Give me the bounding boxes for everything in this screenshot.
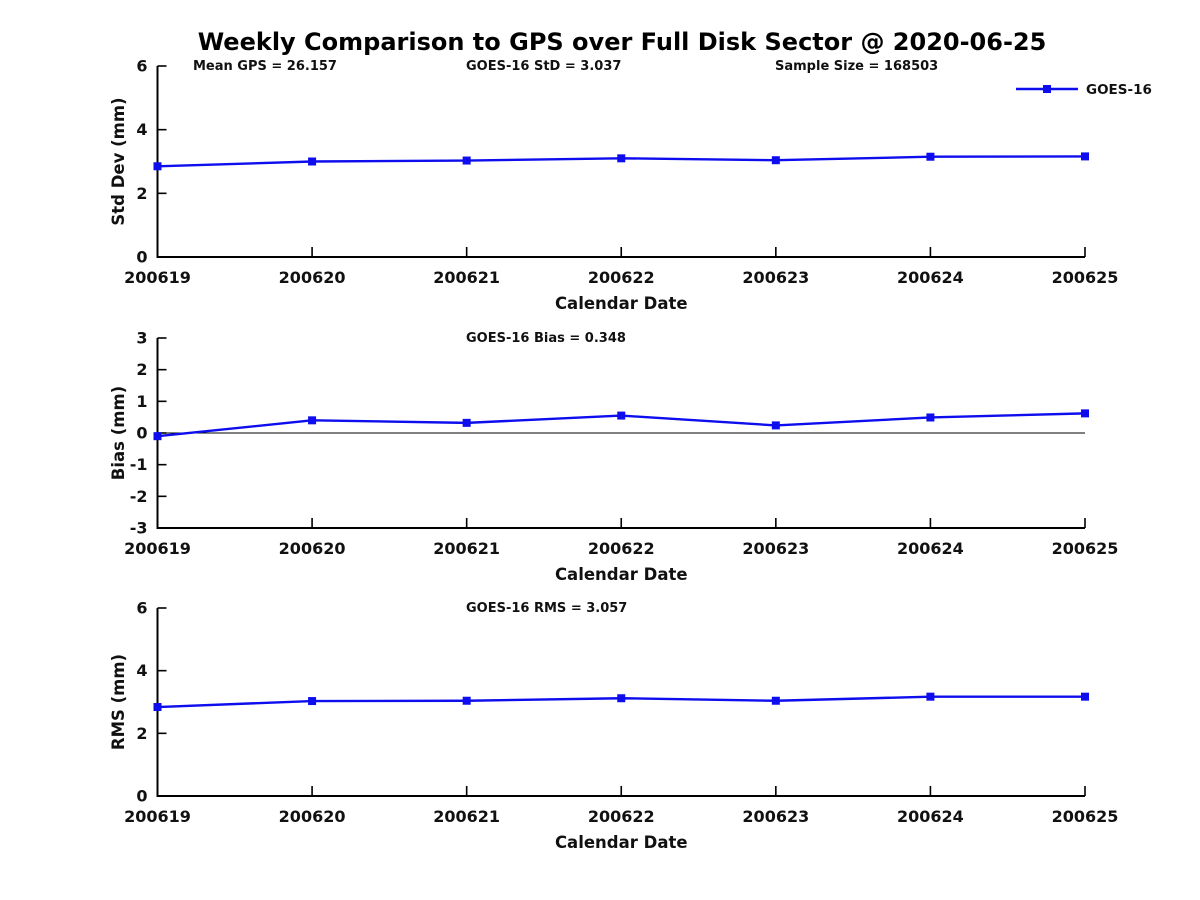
y-tick-label: -2 xyxy=(130,487,148,506)
x-axis-label: Calendar Date xyxy=(555,565,688,584)
x-tick-label: 200625 xyxy=(1052,268,1119,287)
data-marker xyxy=(462,696,471,705)
x-tick-label: 200620 xyxy=(279,539,346,558)
chart-title: Weekly Comparison to GPS over Full Disk … xyxy=(197,28,1047,56)
data-marker xyxy=(308,697,317,706)
data-marker xyxy=(153,162,162,171)
data-marker xyxy=(926,692,935,701)
annotation-std-dev-1: GOES-16 StD = 3.037 xyxy=(466,59,621,74)
x-tick-label: 200619 xyxy=(124,807,191,826)
x-tick-label: 200624 xyxy=(897,268,964,287)
data-marker xyxy=(771,421,780,430)
y-tick-label: 2 xyxy=(136,724,147,743)
subplot-rms: 0 2 4 6 200619 200620 200621 200622 200623 200624… xyxy=(109,599,1118,853)
y-tick-label: 0 xyxy=(136,424,147,443)
data-marker xyxy=(926,152,935,161)
x-tick-label: 200623 xyxy=(742,268,809,287)
x-tick-label: 200622 xyxy=(588,268,655,287)
y-tick-label: 3 xyxy=(136,329,147,348)
legend-marker-icon xyxy=(1043,85,1051,93)
x-axis-label: Calendar Date xyxy=(555,833,688,852)
x-tick-label: 200624 xyxy=(897,539,964,558)
annotation-std-dev-0: Mean GPS = 26.157 xyxy=(193,59,337,74)
x-tick-label: 200623 xyxy=(742,807,809,826)
subplot-std-dev: 0 2 4 6 200619 200620 200621 200622 200623 200624… xyxy=(109,57,1152,314)
annotation-rms-0: GOES-16 RMS = 3.057 xyxy=(466,601,627,616)
data-marker xyxy=(1081,692,1089,701)
annotation-bias-0: GOES-16 Bias = 0.348 xyxy=(466,331,626,346)
y-tick-label: 4 xyxy=(136,661,147,680)
y-tick-label: 6 xyxy=(136,57,147,76)
data-marker xyxy=(926,413,935,422)
x-tick-label: 200621 xyxy=(433,807,500,826)
y-tick-label: 0 xyxy=(136,248,147,267)
data-marker xyxy=(771,696,780,705)
x-tick-label: 200621 xyxy=(433,539,500,558)
x-tick-label: 200622 xyxy=(588,807,655,826)
annotation-std-dev-2: Sample Size = 168503 xyxy=(775,59,938,74)
legend: GOES-16 xyxy=(1016,82,1152,98)
x-tick-label: 200620 xyxy=(279,807,346,826)
data-marker xyxy=(308,157,317,166)
legend-label: GOES-16 xyxy=(1086,82,1152,98)
y-tick-label: -3 xyxy=(130,519,148,538)
data-marker xyxy=(462,156,471,165)
y-tick-label: 4 xyxy=(136,120,147,139)
x-tick-label: 200625 xyxy=(1052,539,1119,558)
data-marker xyxy=(308,416,317,425)
x-tick-label: 200620 xyxy=(279,268,346,287)
x-tick-label: 200623 xyxy=(742,539,809,558)
data-marker xyxy=(153,432,162,441)
y-axis-label: RMS (mm) xyxy=(109,654,128,750)
x-tick-label: 200622 xyxy=(588,539,655,558)
x-tick-label: 200625 xyxy=(1052,807,1119,826)
y-axis-label: Std Dev (mm) xyxy=(109,97,128,225)
y-tick-label: 6 xyxy=(136,599,147,618)
x-tick-label: 200621 xyxy=(433,268,500,287)
y-tick-label: -1 xyxy=(130,455,148,474)
data-marker xyxy=(153,703,162,712)
y-tick-label: 0 xyxy=(136,787,147,806)
x-tick-label: 200619 xyxy=(124,539,191,558)
data-marker xyxy=(617,411,626,420)
subplot-bias: -3 -2 -1 0 1 2 3 200619 200620 200621 200622 200623… xyxy=(109,329,1118,585)
y-tick-label: 2 xyxy=(136,360,147,379)
data-marker xyxy=(771,156,780,165)
y-tick-label: 2 xyxy=(136,184,147,203)
x-tick-label: 200619 xyxy=(124,268,191,287)
data-marker xyxy=(1081,152,1089,161)
data-marker xyxy=(462,418,471,427)
data-marker xyxy=(1081,409,1089,418)
y-tick-label: 1 xyxy=(136,392,147,411)
y-axis-label: Bias (mm) xyxy=(109,386,128,480)
x-tick-label: 200624 xyxy=(897,807,964,826)
data-marker xyxy=(617,154,626,163)
data-marker xyxy=(617,694,626,703)
x-axis-label: Calendar Date xyxy=(555,294,688,313)
